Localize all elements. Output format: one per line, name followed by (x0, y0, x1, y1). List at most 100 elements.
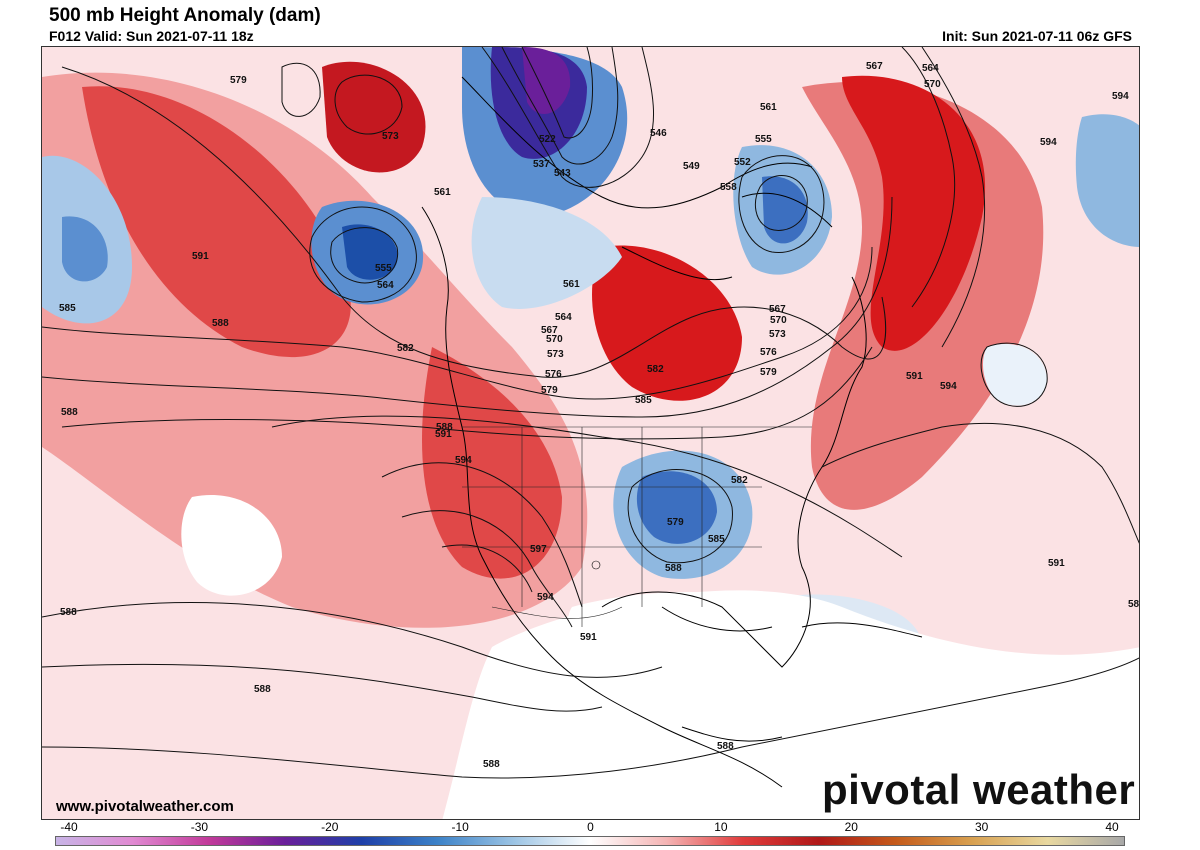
contour-closed-low (754, 175, 808, 231)
contour-label: 591 (435, 429, 452, 440)
coastlines (421, 76, 923, 788)
positive-center-canada (592, 245, 742, 401)
yucatan-coastline (681, 726, 783, 742)
contour-label: 552 (734, 157, 751, 168)
map-title: 500 mb Height Anomaly (dam) (49, 5, 321, 26)
colorbar-tick-label: -30 (190, 820, 209, 834)
contour-closed (980, 342, 1048, 407)
political-borders (462, 426, 812, 627)
contour-closed-low (309, 206, 417, 303)
contour-line (42, 657, 1139, 779)
contour-label: 585 (635, 395, 652, 406)
height-contours (42, 47, 1139, 779)
negative-anomaly-east-atlantic (1075, 114, 1139, 247)
contour-line (42, 602, 663, 678)
contour-label: 579 (667, 517, 684, 528)
colorbar-tick-label: 10 (714, 820, 728, 834)
contour-label: 582 (397, 343, 414, 354)
contour-label: 561 (760, 102, 777, 113)
colorbar-tick-labels: -40 -30 -20 -10 0 10 20 30 40 (41, 820, 1140, 834)
contour-label: 594 (940, 381, 957, 392)
contour-label: 570 (770, 315, 787, 326)
contour-label: 567 (769, 304, 786, 315)
contour-label: 588 (483, 759, 500, 770)
colorbar-tick-label: 20 (844, 820, 858, 834)
contour-line (271, 415, 903, 558)
contour-line (42, 196, 893, 418)
contour-closed-low (330, 227, 399, 284)
contour-label: 570 (546, 334, 563, 345)
negative-center-pacific-west (62, 216, 108, 282)
contour-closed-low (738, 155, 825, 254)
contour-label: 573 (547, 349, 564, 360)
colorbar-tick-label: 40 (1105, 820, 1119, 834)
very-negative-arctic (522, 47, 571, 114)
init-time: Init: Sun 2021-07-11 06z GFS (942, 28, 1132, 44)
contour-trough (481, 47, 654, 188)
website-url[interactable]: www.pivotalweather.com (56, 798, 234, 815)
contour-label: 585 (708, 534, 725, 545)
contour-label: 543 (554, 168, 571, 179)
contour-label: 561 (434, 187, 451, 198)
contour-label: 555 (375, 263, 392, 274)
contour-label: 573 (382, 131, 399, 142)
contour-label: 579 (230, 75, 247, 86)
contour-label: 567 (541, 325, 558, 336)
neutral-area-pacific (181, 495, 282, 596)
negative-center-gulf-alaska (342, 224, 398, 280)
contour-label: 591 (192, 251, 209, 262)
contour-line (381, 462, 583, 608)
negative-center-baffin (762, 176, 808, 244)
contour-label: 597 (530, 544, 547, 555)
contour-label: 594 (1040, 137, 1057, 148)
contour-line (901, 47, 956, 308)
contour-line (441, 544, 533, 593)
us-mexico-border (491, 606, 623, 619)
contour-line (61, 66, 887, 378)
contour-label: 546 (650, 128, 667, 139)
contour-closed-high (334, 74, 403, 135)
gulf-coastline (661, 606, 773, 632)
colorbar (55, 836, 1125, 846)
contour-label: 561 (563, 279, 580, 290)
contour-label: 594 (1112, 91, 1129, 102)
lake-outline (591, 560, 601, 570)
colorbar-tick-label: -10 (451, 820, 469, 834)
colorbar-tick-label: -20 (321, 820, 339, 834)
neutral-area-gulf (568, 592, 802, 675)
contour-label: 588 (1128, 599, 1140, 610)
negative-anomaly-atlantic-small (982, 343, 1047, 406)
brand-logo: pivotal weather (822, 766, 1136, 813)
contour-label: 537 (533, 159, 550, 170)
contour-label: 522 (539, 134, 556, 145)
contour-line (61, 346, 873, 440)
contour-label: 585 (59, 303, 76, 314)
contour-label: 588 (254, 684, 271, 695)
anomaly-map: 579 573 561 555 564 591 585 588 522 537 543 546 549 5… (42, 47, 1140, 819)
contour-label: 576 (760, 347, 777, 358)
negative-anomaly-canada (471, 197, 622, 309)
west-coast-coastline (421, 206, 783, 788)
cuba-coastline (801, 622, 923, 638)
contour-closed-low (627, 469, 733, 564)
arctic-coastline (461, 76, 813, 209)
contour-label: 588 (436, 422, 453, 433)
contour-label: 594 (537, 592, 554, 603)
contour-label: 588 (212, 318, 229, 329)
positive-center-alaska (322, 61, 426, 173)
contour-label: 591 (1048, 558, 1065, 569)
contour-label: 582 (647, 364, 664, 375)
greenland-coastline (741, 192, 833, 228)
negative-center-ohio-valley (636, 471, 717, 544)
contour-label: 558 (720, 182, 737, 193)
contour-line (42, 246, 873, 400)
contour-label: 588 (61, 407, 78, 418)
contour-label: 588 (717, 741, 734, 752)
hudson-bay-coastline (621, 246, 733, 281)
contour-label: 594 (455, 455, 472, 466)
east-coast-coastline (601, 276, 867, 668)
contour-line (401, 510, 573, 628)
contour-label: 579 (541, 385, 558, 396)
contour-line (42, 663, 603, 712)
colorbar-tick-label: 30 (974, 820, 989, 834)
